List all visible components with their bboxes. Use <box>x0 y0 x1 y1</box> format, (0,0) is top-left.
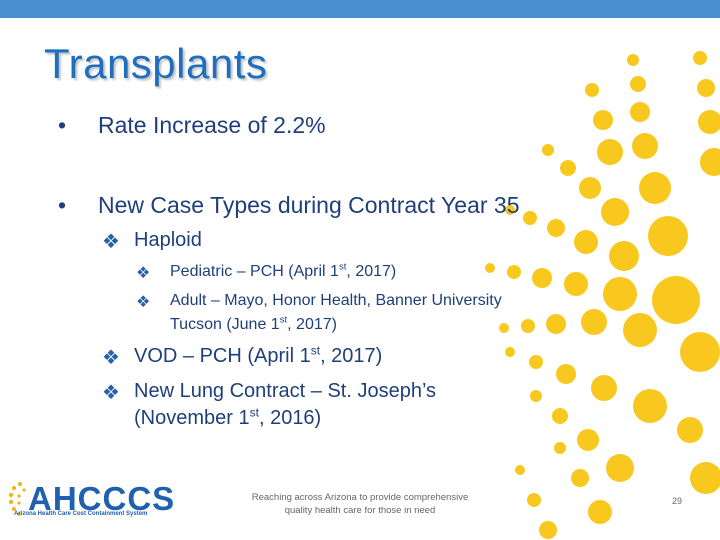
bullet-adult-line2: Tucson (June 1st, 2017) <box>170 314 337 333</box>
ahcccs-logo-subtext: Arizona Health Care Cost Containment Sys… <box>14 511 148 517</box>
bullet-pediatric: Pediatric – PCH (April 1st, 2017) <box>170 261 397 280</box>
ahcccs-logo-text: AHCCCS <box>28 480 176 517</box>
bullet-lung-line2: (November 1st, 2016) <box>134 405 322 429</box>
ahcccs-logo-icon <box>8 482 26 516</box>
diamond-bullet-icon: ❖ <box>102 347 120 369</box>
bullet-dot-icon: • <box>58 192 67 218</box>
bullet-rate-increase: Rate Increase of 2.2% <box>98 112 326 138</box>
diamond-bullet-icon: ❖ <box>136 294 151 311</box>
footer-tagline: Reaching across Arizona to provide compr… <box>230 491 490 517</box>
bullet-lung-line1: New Lung Contract – St. Joseph’s <box>134 380 437 402</box>
bullet-dot-icon: • <box>58 112 67 138</box>
diamond-bullet-icon: ❖ <box>102 231 120 253</box>
footer-tagline-line2: quality health care for those in need <box>284 505 436 516</box>
bullet-haploid: Haploid <box>134 229 202 251</box>
diamond-bullet-icon: ❖ <box>102 382 120 404</box>
diamond-bullet-icon: ❖ <box>136 265 151 282</box>
slide-title: Transplants <box>44 40 268 87</box>
bullet-vod: VOD – PCH (April 1st, 2017) <box>134 343 383 367</box>
bullet-new-case-types: New Case Types during Contract Year 35 <box>98 192 520 218</box>
bullet-adult-line1: Adult – Mayo, Honor Health, Banner Unive… <box>170 292 502 309</box>
footer-tagline-line1: Reaching across Arizona to provide compr… <box>251 492 469 503</box>
top-bar <box>0 0 720 18</box>
page-number: 29 <box>672 496 683 506</box>
